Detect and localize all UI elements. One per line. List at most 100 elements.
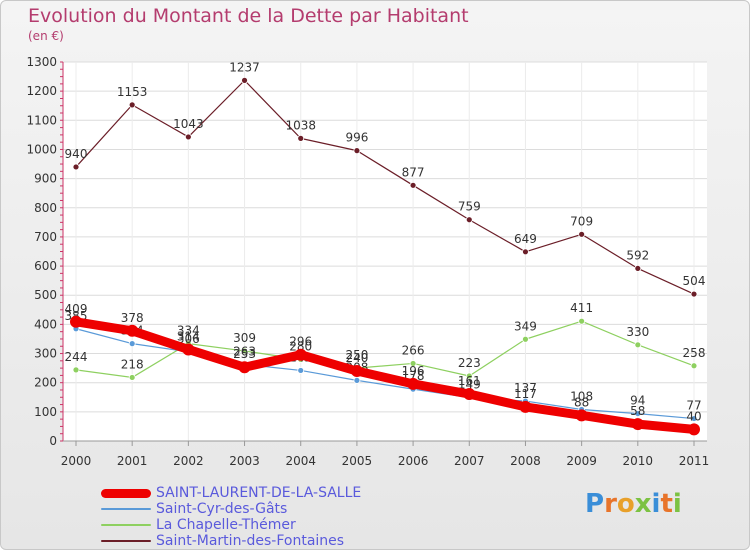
data-label: 40 [686, 409, 701, 423]
legend-item: Saint-Martin-des-Fontaines [101, 533, 421, 549]
data-label: 263 [233, 344, 256, 358]
data-label: 253 [233, 347, 256, 361]
y-tick-label: 1000 [26, 142, 57, 156]
data-label: 258 [683, 346, 706, 360]
data-point [409, 181, 417, 189]
data-label: 240 [345, 351, 368, 365]
data-label: 592 [626, 248, 649, 262]
data-label: 77 [686, 399, 701, 413]
data-label: 314 [177, 329, 200, 343]
data-label: 504 [683, 274, 706, 288]
legend-swatch [101, 540, 151, 542]
data-point [519, 400, 532, 413]
data-label: 280 [289, 339, 312, 353]
data-point [465, 216, 473, 224]
data-point [578, 317, 586, 325]
data-point [70, 315, 82, 328]
data-point [631, 418, 644, 431]
x-tick-label: 2004 [285, 454, 316, 468]
data-label: 759 [458, 200, 481, 214]
data-label: 218 [121, 357, 144, 371]
data-label: 266 [402, 343, 425, 357]
logo-letter: t [660, 489, 673, 519]
x-tick-label: 2005 [342, 454, 373, 468]
y-tick-label: 300 [34, 347, 57, 361]
data-label: 877 [402, 165, 425, 179]
data-point [128, 101, 136, 109]
data-label: 161 [458, 374, 481, 388]
x-tick-label: 2011 [679, 454, 710, 468]
data-point [241, 76, 248, 84]
x-tick-label: 2009 [566, 454, 597, 468]
data-label: 940 [65, 147, 88, 161]
data-label: 108 [570, 390, 593, 404]
data-label: 149 [458, 378, 481, 392]
data-point [238, 361, 251, 374]
logo-letter: i [672, 489, 682, 519]
data-label: 330 [626, 325, 649, 339]
x-tick-label: 2007 [454, 454, 485, 468]
data-label: 309 [233, 331, 256, 345]
legend-item: Saint-Cyr-des-Gâts [101, 501, 421, 517]
data-point [690, 290, 698, 298]
data-point [182, 343, 195, 356]
legend-label: La Chapelle-Thémer [156, 517, 296, 533]
data-label: 411 [570, 301, 593, 315]
data-point [688, 423, 700, 436]
data-point [634, 341, 642, 349]
x-tick-label: 2003 [229, 454, 260, 468]
data-point [350, 365, 363, 378]
data-point [690, 362, 698, 370]
x-tick-label: 2001 [117, 454, 148, 468]
legend-label: Saint-Cyr-des-Gâts [156, 501, 288, 517]
y-tick-label: 100 [34, 405, 57, 419]
y-tick-label: 800 [34, 201, 57, 215]
data-point [297, 367, 305, 374]
data-point [575, 409, 588, 422]
y-tick-label: 900 [34, 172, 57, 186]
logo-letter: i [651, 489, 661, 519]
data-point [522, 248, 529, 256]
legend-swatch [101, 488, 151, 498]
data-point [409, 360, 417, 367]
data-label: 1153 [117, 85, 148, 99]
y-tick-label: 400 [34, 317, 57, 331]
data-label: 58 [630, 404, 645, 418]
y-tick-label: 700 [34, 230, 57, 244]
data-point [634, 410, 642, 417]
logo-letter: x [634, 489, 652, 519]
data-label: 1237 [229, 60, 260, 74]
data-label: 137 [514, 381, 537, 395]
data-point [353, 376, 361, 384]
logo-letter: P [585, 489, 605, 519]
x-tick-label: 2008 [510, 454, 541, 468]
data-point [126, 324, 139, 337]
legend-item: SAINT-LAURENT-DE-LA-SALLE [101, 485, 421, 501]
data-label: 244 [65, 350, 88, 364]
chart-title: Evolution du Montant de la Dette par Hab… [28, 5, 469, 27]
data-point [297, 134, 305, 142]
data-label: 306 [177, 332, 200, 346]
data-label: 88 [574, 395, 589, 409]
x-tick-label: 2010 [623, 454, 654, 468]
series-line-3 [71, 317, 699, 434]
data-point [72, 163, 80, 171]
data-label: 334 [177, 324, 200, 338]
data-point [128, 340, 136, 348]
unit-label: (en €) [28, 29, 64, 43]
data-label: 250 [345, 348, 368, 362]
data-label: 94 [630, 394, 645, 408]
legend-swatch [101, 508, 151, 510]
data-point [522, 335, 529, 343]
data-label: 409 [65, 302, 88, 316]
data-point [407, 377, 420, 390]
y-tick-label: 1200 [26, 84, 57, 98]
data-label: 349 [514, 319, 537, 333]
legend-swatch [101, 524, 151, 526]
legend-item: La Chapelle-Thémer [101, 517, 421, 533]
y-tick-label: 0 [49, 434, 57, 448]
data-point [634, 265, 642, 272]
y-tick-label: 1300 [26, 55, 57, 69]
